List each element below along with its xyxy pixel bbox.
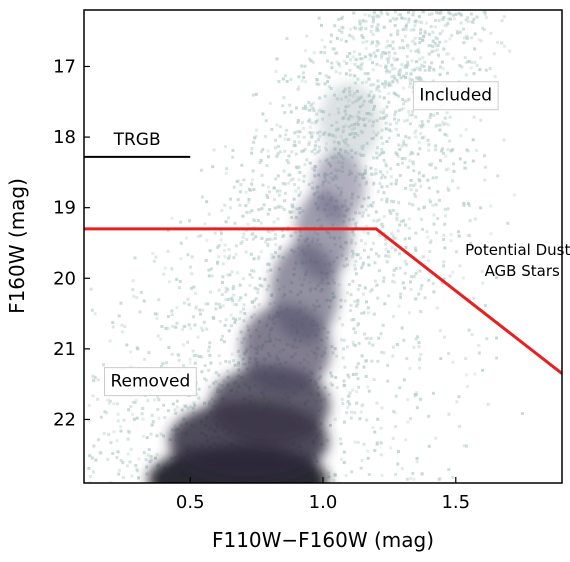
annotation-text: Included — [419, 86, 492, 106]
y-tick-label: 19 — [53, 198, 76, 219]
annotation-box: Removed — [103, 367, 197, 397]
density-blob — [319, 82, 380, 163]
x-tick-label: 1.0 — [309, 492, 338, 513]
x-tick-label: 0.5 — [176, 492, 205, 513]
y-axis-label: F160W (mag) — [5, 178, 29, 314]
line-layer — [84, 155, 562, 375]
selection-boundary-line — [84, 227, 562, 375]
x-axis-label: F110W−F160W (mag) — [212, 528, 434, 552]
x-tick-label: 1.5 — [441, 492, 470, 513]
annotation-box: Included — [412, 81, 499, 111]
annotation-text: AGB Stars — [485, 262, 560, 280]
y-tick-label: 17 — [53, 56, 76, 77]
density-blob — [312, 151, 365, 222]
density-core — [148, 82, 380, 483]
trgb-label: TRGB — [113, 130, 161, 150]
y-tick-label: 22 — [53, 409, 76, 430]
y-tick-label: 21 — [53, 339, 76, 360]
y-tick-label: 18 — [53, 127, 76, 148]
annotation-text: Removed — [110, 372, 190, 392]
annotation-text: Potential Dusty — [465, 241, 570, 259]
axis-ticks: 0.5 1.0 1.5 17 18 19 20 21 22 — [53, 56, 470, 513]
annotations: TRGB Included Removed Potential Dusty AGB St… — [103, 81, 570, 397]
y-tick-label: 20 — [53, 268, 76, 289]
